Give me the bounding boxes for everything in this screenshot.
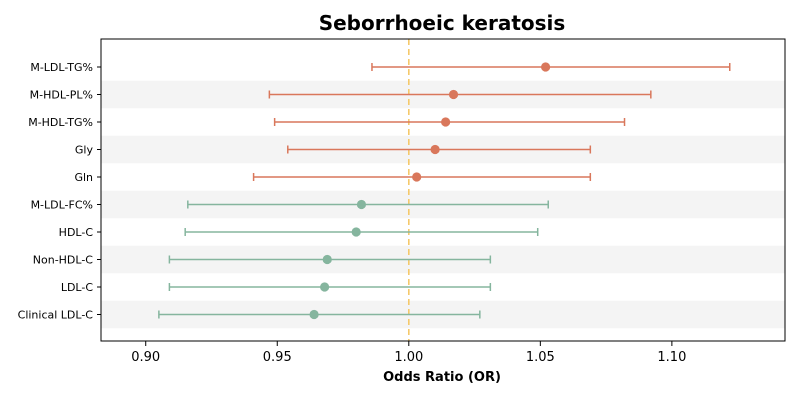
y-tick-label: M-HDL-PL% xyxy=(30,89,93,102)
or-point xyxy=(441,117,451,127)
x-axis: 0.90 0.95 1.00 1.05 1.10 xyxy=(131,341,686,365)
y-tick-label: M-HDL-TG% xyxy=(28,116,93,129)
y-tick-label: HDL-C xyxy=(59,226,94,239)
or-point xyxy=(430,144,440,155)
or-point xyxy=(351,227,361,237)
or-point xyxy=(309,309,319,320)
or-point xyxy=(412,172,422,182)
plot-frame xyxy=(100,38,786,342)
or-point xyxy=(356,199,367,210)
y-tick-label: Clinical LDL-C xyxy=(18,309,94,322)
ci-marks xyxy=(158,62,731,320)
x-axis-label: Odds Ratio (OR) xyxy=(383,370,501,385)
or-point xyxy=(322,254,332,265)
x-tick-label: 1.00 xyxy=(394,350,423,365)
y-tick-label: M-LDL-FC% xyxy=(31,199,93,212)
y-axis: M-LDL-TG% M-HDL-PL% M-HDL-TG% Gly Gln M-LDL-F… xyxy=(18,61,101,322)
or-point xyxy=(448,89,459,100)
y-tick-label: LDL-C xyxy=(61,281,94,294)
or-point xyxy=(320,282,330,292)
x-tick-label: 1.05 xyxy=(526,350,555,365)
y-tick-label: Gly xyxy=(75,144,94,157)
x-tick-label: 1.10 xyxy=(657,350,686,365)
y-tick-label: Gln xyxy=(74,171,93,184)
x-tick-label: 0.95 xyxy=(263,350,292,365)
y-tick-label: Non-HDL-C xyxy=(33,254,94,267)
y-tick-label: M-LDL-TG% xyxy=(30,61,93,74)
x-tick-label: 0.90 xyxy=(131,350,160,365)
or-point xyxy=(541,62,551,72)
chart-title: Seborrhoeic keratosis xyxy=(319,11,566,35)
